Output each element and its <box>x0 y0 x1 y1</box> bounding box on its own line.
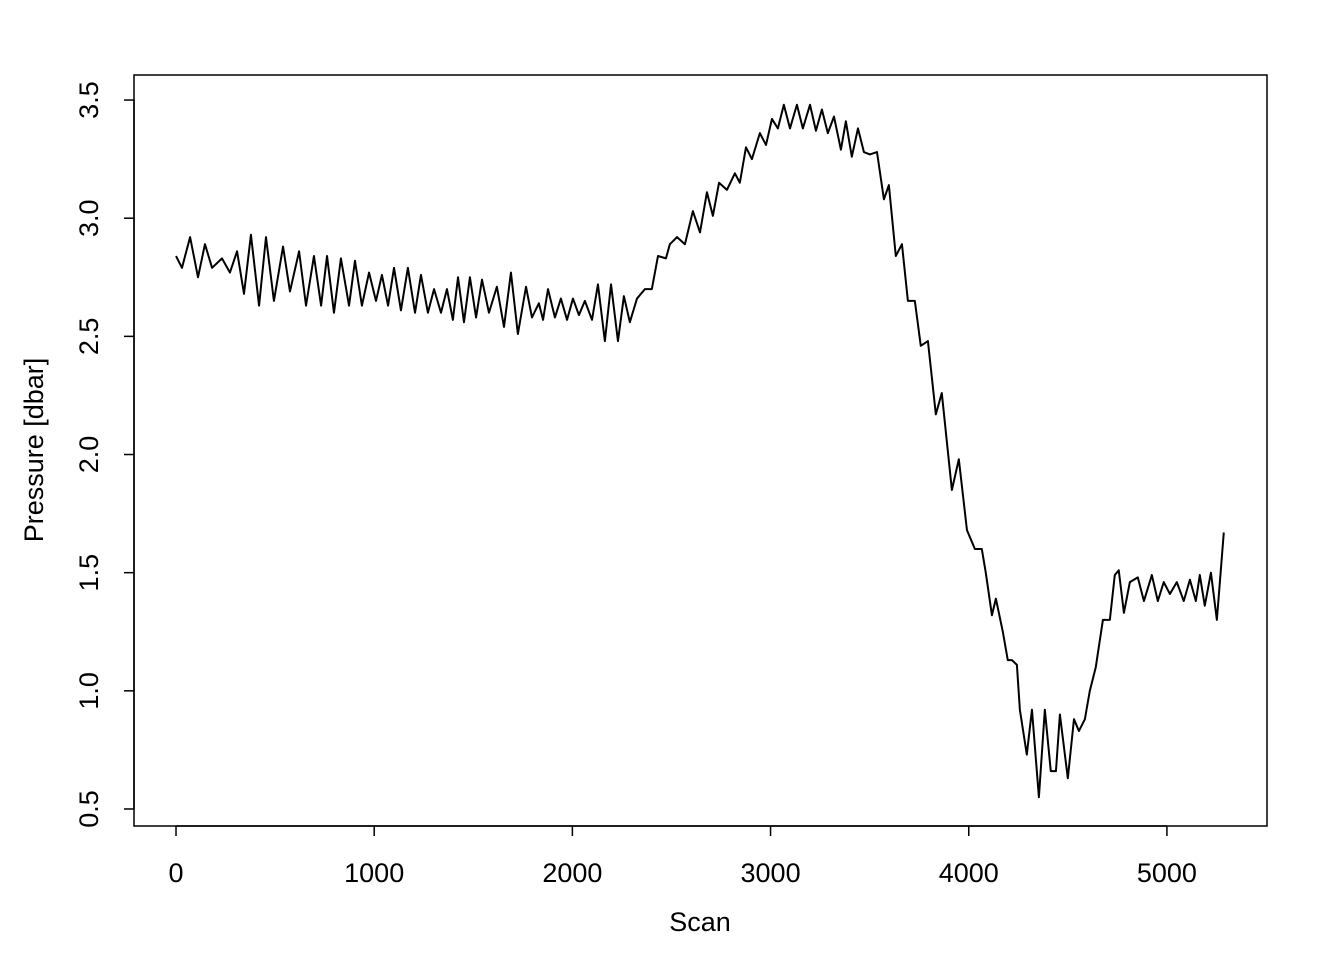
y-tick-label: 2.0 <box>74 436 104 474</box>
x-tick-label: 2000 <box>542 858 602 888</box>
y-tick-label: 2.5 <box>74 318 104 356</box>
data-line <box>175 103 1225 799</box>
plot-box <box>133 74 1268 827</box>
x-tick-label: 5000 <box>1137 858 1197 888</box>
y-axis-label: Pressure [dbar] <box>19 358 49 543</box>
y-tick-label: 3.0 <box>74 199 104 237</box>
x-axis-label: Scan <box>669 907 731 937</box>
x-tick-label: 0 <box>168 858 183 888</box>
x-tick-label: 1000 <box>344 858 404 888</box>
y-tick-label: 3.5 <box>74 81 104 119</box>
y-tick-label: 1.0 <box>74 672 104 710</box>
x-tick-label: 4000 <box>939 858 999 888</box>
y-tick-label: 0.5 <box>74 790 104 828</box>
y-tick-label: 1.5 <box>74 554 104 592</box>
x-tick-label: 3000 <box>741 858 801 888</box>
